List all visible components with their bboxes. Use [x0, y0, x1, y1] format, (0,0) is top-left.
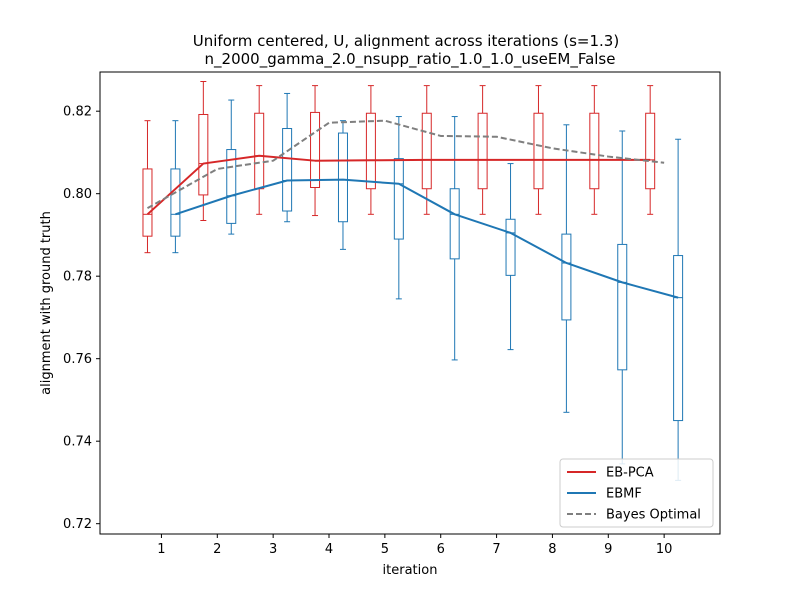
x-tick-label-5: 5 [381, 542, 389, 557]
legend: EB-PCA EBMF Bayes Optimal [559, 458, 714, 528]
series-line-eb-pca [146, 154, 651, 216]
x-tick-label-7: 7 [492, 542, 500, 557]
box-1-1-iqr [142, 168, 153, 237]
box-1-8-iqr [533, 112, 544, 190]
box-2-3-iqr [282, 128, 293, 212]
box-2-5-iqr [393, 158, 404, 240]
box-2-4-iqr [337, 132, 348, 223]
y-tick-label-0.82: 0.82 [63, 105, 92, 120]
x-tick-label-10: 10 [656, 542, 673, 557]
plot-area [142, 80, 684, 481]
legend-label-ebmf: EBMF [606, 487, 642, 502]
chart-title: Uniform centered, U, alignment across it… [193, 32, 619, 50]
y-axis: 0.72 0.74 0.76 0.78 0.80 0.82 [63, 105, 100, 532]
y-tick-label-0.76: 0.76 [63, 352, 92, 367]
box-2-2-iqr [226, 149, 237, 224]
box-2-1-iqr [170, 168, 181, 237]
box-2-9-iqr [617, 243, 628, 371]
box-1-10-iqr [645, 112, 656, 190]
box-1-5-iqr [365, 112, 376, 190]
box-1-9-iqr [589, 112, 600, 190]
box-1-4-iqr [310, 111, 321, 188]
chart-subtitle: n_2000_gamma_2.0_nsupp_ratio_1.0_1.0_use… [205, 50, 616, 69]
x-axis: 1 2 3 4 5 6 7 8 9 10 [157, 534, 672, 557]
x-tick-label-2: 2 [213, 542, 221, 557]
box-2-6-iqr [449, 188, 460, 260]
box-1-2-iqr [198, 113, 209, 196]
y-tick-label-0.74: 0.74 [63, 435, 92, 450]
x-tick-label-9: 9 [604, 542, 612, 557]
y-tick-label-0.80: 0.80 [63, 187, 92, 202]
x-tick-label-6: 6 [437, 542, 445, 557]
x-tick-label-4: 4 [325, 542, 333, 557]
axes-frame [99, 71, 721, 535]
x-axis-label: iteration [383, 563, 438, 578]
box-2-7-iqr [505, 218, 516, 276]
series-line-ebmf [175, 178, 679, 299]
box-2-8-iqr [561, 233, 572, 321]
x-tick-label-3: 3 [269, 542, 277, 557]
y-axis-label: alignment with ground truth [39, 211, 54, 395]
box-1-7-iqr [477, 112, 488, 190]
series-line-bayes-optimal [146, 119, 665, 210]
box-1-6-iqr [421, 112, 432, 190]
boxplot-group-eb-pca [142, 80, 656, 254]
legend-box [559, 458, 714, 528]
y-tick-label-0.78: 0.78 [63, 270, 92, 285]
x-tick-label-1: 1 [157, 542, 165, 557]
box-2-10-iqr [673, 255, 684, 422]
y-tick-label-0.72: 0.72 [63, 517, 92, 532]
legend-label-eb-pca: EB-PCA [606, 466, 654, 481]
legend-label-bayes-optimal: Bayes Optimal [606, 508, 701, 523]
x-tick-label-8: 8 [548, 542, 556, 557]
